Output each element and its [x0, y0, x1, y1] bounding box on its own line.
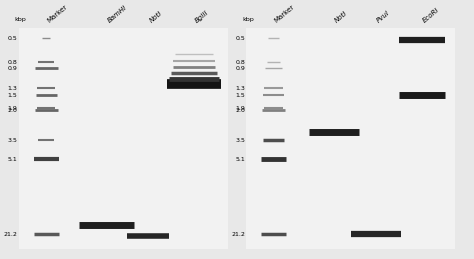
Text: kbp: kbp	[15, 17, 27, 22]
Text: Marker: Marker	[273, 4, 296, 24]
Text: NotI: NotI	[334, 10, 349, 24]
Text: BamHI: BamHI	[107, 5, 128, 24]
Text: Marker: Marker	[46, 4, 68, 24]
Text: kbp: kbp	[242, 17, 254, 22]
Text: EcoRI: EcoRI	[422, 7, 440, 24]
Text: NotI: NotI	[148, 10, 163, 24]
Text: PvuI: PvuI	[376, 10, 391, 24]
Text: BgIII: BgIII	[194, 9, 210, 24]
